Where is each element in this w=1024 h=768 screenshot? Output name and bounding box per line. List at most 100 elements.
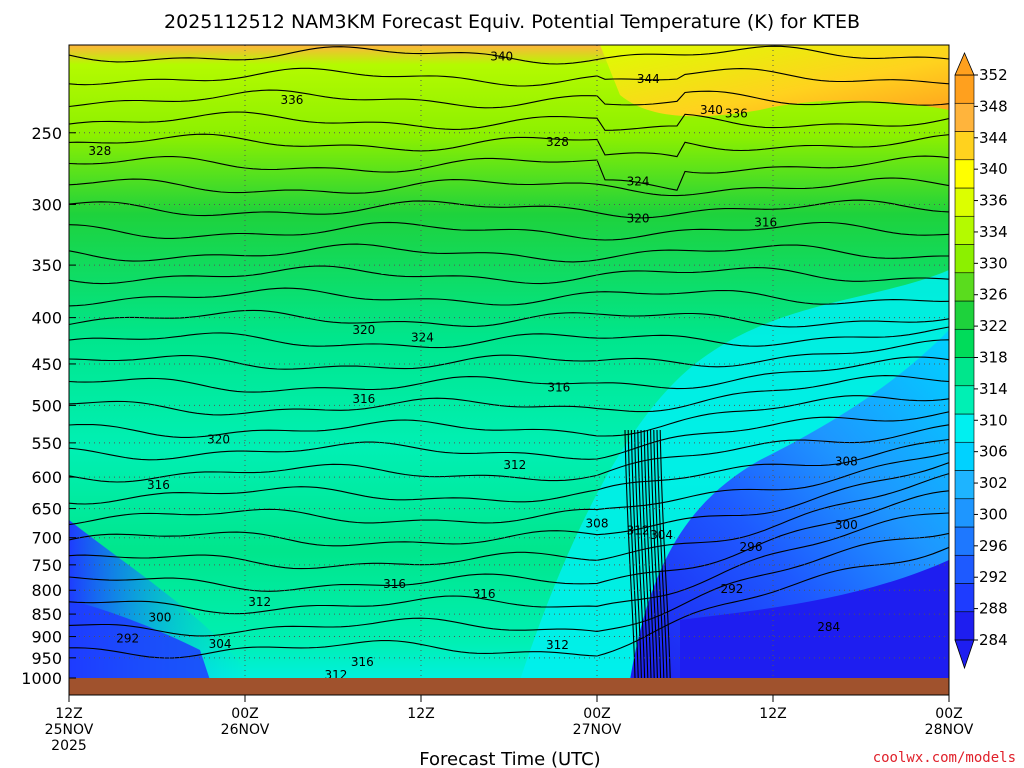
contour-line [69, 133, 949, 158]
contour-line [69, 452, 949, 526]
contour-label-292: 292 [116, 632, 139, 646]
contour-label-312: 312 [546, 638, 569, 652]
contour-label-328: 328 [88, 144, 111, 158]
y-tick-label: 550 [31, 434, 62, 453]
contour-line [69, 155, 949, 191]
deep-cold-lower-left [69, 600, 210, 680]
contour-line [69, 490, 949, 592]
front-contour-line [640, 429, 652, 679]
front-contour-line [646, 429, 658, 679]
x-tick-label: 00Z [583, 706, 610, 722]
contour-label-344: 344 [637, 72, 660, 86]
y-tick-label: 600 [31, 468, 62, 487]
colorbar-swatch [954, 131, 975, 161]
contour-label-304: 304 [209, 637, 232, 651]
colorbar-swatch [954, 102, 975, 132]
y-tick-label: 250 [31, 124, 62, 143]
x-tick-label: 2025 [51, 738, 87, 754]
colorbar-label: 326 [979, 286, 1008, 304]
terrain-band [69, 678, 949, 695]
colorbar-label: 334 [979, 223, 1008, 241]
colorbar-label: 296 [979, 537, 1008, 555]
y-tick-label: 350 [31, 256, 62, 275]
contour-line [69, 199, 949, 219]
front-contour-line [630, 429, 642, 679]
contour-label-336: 336 [280, 93, 303, 107]
colorbar: 284 288 292 296 300 302 306 310 314 318 322 326 330 3… [954, 51, 1008, 670]
contour-lines [69, 45, 949, 679]
contour-label-340: 340 [490, 50, 513, 64]
contour-line [69, 462, 949, 547]
chart-title: 2025112512 NAM3KM Forecast Equiv. Potent… [164, 11, 860, 33]
contour-label-328: 328 [546, 135, 569, 149]
x-tick-label: 00Z [935, 706, 962, 722]
colorbar-swatch [954, 498, 975, 528]
colorbar-swatch [954, 526, 975, 556]
contour-line [69, 375, 949, 416]
contour-label-316: 316 [473, 587, 496, 601]
y-tick-label: 300 [31, 195, 62, 214]
colorbar-label: 306 [979, 443, 1008, 461]
x-tick-label: 12Z [407, 706, 434, 722]
contour-label-320: 320 [352, 323, 375, 337]
contour-label-300: 300 [835, 518, 858, 532]
x-tick-label: 12Z [759, 706, 786, 722]
x-tick-label: 00Z [231, 706, 258, 722]
y-tick-label: 650 [31, 500, 62, 519]
contour-label-316: 316 [147, 478, 170, 492]
contour-line [69, 339, 949, 370]
contour-line [69, 395, 949, 438]
front-contour-line [634, 429, 646, 679]
colorbar-label: 300 [979, 505, 1008, 523]
y-tick-label: 800 [31, 581, 62, 600]
contour-label-312: 312 [248, 595, 271, 609]
contour-label-308: 308 [835, 455, 858, 469]
contour-label-312: 312 [627, 523, 650, 537]
colorbar-label: 352 [979, 66, 1008, 84]
contour-label-284: 284 [817, 620, 840, 634]
warm-region-upper-right [600, 45, 949, 117]
colorbar-label: 284 [979, 631, 1008, 649]
contour-label-324: 324 [411, 331, 434, 345]
front-contour-line [650, 429, 662, 679]
y-tick-label: 400 [31, 309, 62, 328]
colorbar-swatch [954, 441, 975, 471]
contour-label-320: 320 [627, 212, 650, 226]
y-tick-label: 900 [31, 628, 62, 647]
y-tick-label: 750 [31, 556, 62, 575]
contour-label-316: 316 [547, 381, 570, 395]
contour-label-324: 324 [627, 175, 650, 189]
front-contour-line [624, 429, 636, 679]
colorbar-swatch [954, 385, 975, 415]
contour-line [69, 411, 949, 461]
colorbar-label: 344 [979, 129, 1008, 147]
front-contour-line [637, 429, 649, 679]
front-contour-line [656, 429, 668, 679]
colorbar-label: 302 [979, 474, 1008, 492]
credit-text[interactable]: coolwx.com/models [873, 750, 1016, 766]
contour-label-316: 316 [383, 577, 406, 591]
colorbar-label: 288 [979, 600, 1008, 618]
colorbar-label: 318 [979, 349, 1008, 367]
contour-label-312: 312 [503, 458, 526, 472]
deep-cold-pool-right [680, 560, 949, 680]
colorbar-swatch [954, 159, 975, 189]
contour-line [69, 512, 949, 615]
contour-label-316: 316 [754, 215, 777, 229]
colorbar-swatch [954, 583, 975, 613]
y-tick-label: 700 [31, 529, 62, 548]
colorbar-swatch [954, 74, 975, 104]
contour-label-320: 320 [207, 432, 230, 446]
y-axis: 250 300 350 400 450 500 550 600 650 700 750 800 850 9… [21, 124, 76, 688]
colorbar-swatch [954, 470, 975, 500]
x-tick-label: 26NOV [221, 722, 270, 738]
y-tick-label: 850 [31, 605, 62, 624]
contour-line [69, 326, 949, 349]
colorbar-swatch [954, 357, 975, 387]
colorbar-swatch [954, 215, 975, 245]
contour-label-340: 340 [700, 103, 723, 117]
contour-line [69, 287, 949, 307]
contour-line [69, 532, 949, 637]
